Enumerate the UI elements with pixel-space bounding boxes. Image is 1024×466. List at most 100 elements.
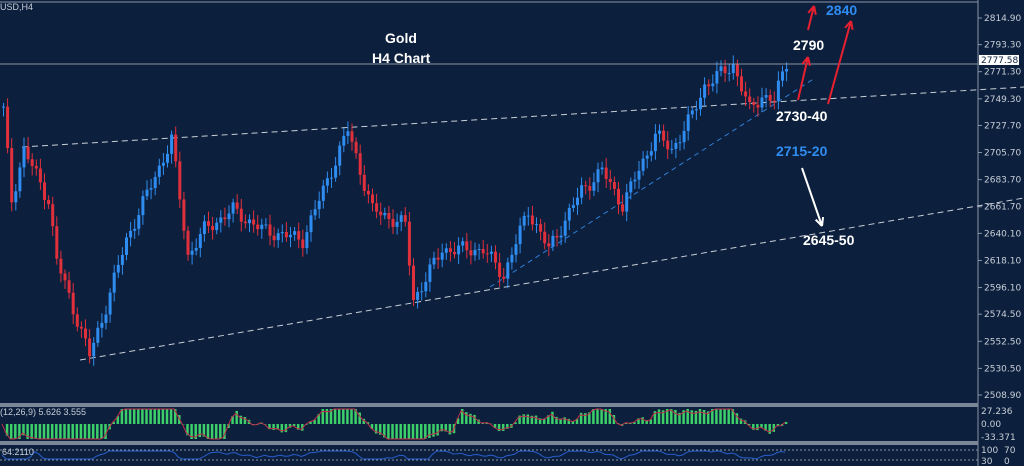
candle-body — [289, 234, 292, 238]
candle-body — [141, 196, 145, 216]
candle-body — [379, 211, 383, 216]
candle-body — [174, 134, 178, 162]
arrow-up-2790-head — [801, 56, 809, 65]
candle-body — [715, 71, 719, 84]
upper-channel-line — [21, 86, 1024, 148]
symbol-label: USD,H4 — [0, 2, 34, 12]
arrow-up-2840 — [827, 20, 852, 105]
y-tick-label: 2574.50 — [984, 310, 1021, 320]
arrow-up-2840-head — [850, 20, 854, 31]
candle-body — [161, 162, 165, 166]
candle-body — [727, 73, 731, 75]
candle-body — [104, 314, 108, 323]
candle-body — [526, 215, 530, 217]
candle-body — [588, 186, 592, 191]
candle-body — [580, 185, 584, 198]
candle-body — [248, 219, 251, 224]
candle-body — [383, 213, 387, 216]
candle-body — [690, 110, 694, 115]
candle-body — [699, 97, 702, 110]
candle-body — [678, 142, 682, 144]
candle-body — [334, 165, 338, 178]
candle-body — [723, 66, 727, 74]
candle-body — [457, 245, 461, 255]
candle-body — [22, 146, 26, 168]
candle-body — [116, 264, 120, 273]
rsi-tick-label: 100 — [981, 446, 998, 456]
candle-body — [219, 217, 223, 223]
candle-body — [170, 134, 174, 154]
candle-body — [682, 130, 686, 143]
arrow-up-2790-head — [807, 56, 811, 66]
candle-body — [547, 243, 551, 247]
y-tick-label: 2814.90 — [984, 14, 1021, 24]
candle-body — [686, 114, 690, 131]
candle-body — [145, 189, 149, 197]
candle-body — [149, 188, 153, 190]
candle-body — [485, 253, 489, 255]
candle-body — [764, 95, 768, 98]
arrow-up-2790 — [797, 56, 809, 101]
candle-body — [670, 148, 674, 150]
candle-body — [92, 342, 96, 357]
candle-body — [362, 174, 366, 191]
candle-body — [55, 226, 59, 259]
candle-body — [637, 170, 641, 180]
candle-body — [59, 258, 63, 274]
arrow-down-2645 — [801, 167, 823, 227]
y-tick-label: 2749.30 — [984, 95, 1021, 105]
candle-body — [703, 84, 707, 98]
candle-body — [112, 272, 116, 293]
candle-body — [223, 217, 227, 220]
candle-body — [621, 204, 625, 212]
candle-body — [440, 252, 444, 260]
candle-body — [231, 202, 235, 214]
candle-body — [719, 66, 723, 72]
candle-body — [284, 232, 288, 238]
candle-body — [752, 102, 756, 105]
candle-body — [498, 262, 502, 277]
candle-body — [10, 148, 14, 203]
candle-body — [268, 224, 272, 236]
y-tick-label: 2530.50 — [984, 364, 1021, 374]
candle-body — [342, 135, 346, 146]
candle-body — [330, 177, 333, 179]
candle-body — [465, 241, 469, 251]
candle-body — [395, 221, 399, 227]
candle-body — [215, 222, 219, 231]
candle-body — [371, 194, 374, 204]
candle-body — [625, 192, 629, 212]
candle-body — [71, 292, 75, 315]
candle-body — [711, 83, 715, 87]
macd-tick-label: 27.236 — [981, 407, 1013, 417]
candle-body — [477, 249, 481, 251]
chart-title-line2: H4 Chart — [372, 50, 431, 66]
annotation-2790: 2790 — [793, 37, 825, 53]
candle-body — [239, 208, 243, 222]
candle-body — [412, 265, 415, 300]
candle-body — [444, 248, 448, 253]
candle-body — [416, 292, 420, 300]
support-trendline — [489, 77, 816, 288]
annotation-2730-40: 2730-40 — [776, 108, 828, 124]
candle-body — [563, 220, 567, 236]
candle-body — [453, 252, 456, 255]
candle-body — [207, 221, 210, 226]
macd-signal-line — [1, 408, 786, 440]
candle-body — [280, 232, 284, 234]
candle-body — [182, 199, 186, 231]
candle-body — [366, 190, 370, 195]
candle-body — [34, 165, 38, 169]
annotation-2645-50: 2645-50 — [803, 232, 855, 248]
candle-body — [584, 185, 588, 187]
candle-body — [530, 215, 534, 225]
chart-title-line1: Gold — [385, 30, 417, 46]
candle-body — [375, 203, 379, 212]
candle-body — [227, 213, 231, 220]
candle-body — [14, 191, 18, 203]
arrow-up-2840-short-head — [807, 5, 815, 14]
candle-body — [748, 96, 752, 103]
candle-body — [436, 257, 440, 260]
candle-body — [489, 251, 493, 254]
candle-body — [592, 182, 596, 191]
